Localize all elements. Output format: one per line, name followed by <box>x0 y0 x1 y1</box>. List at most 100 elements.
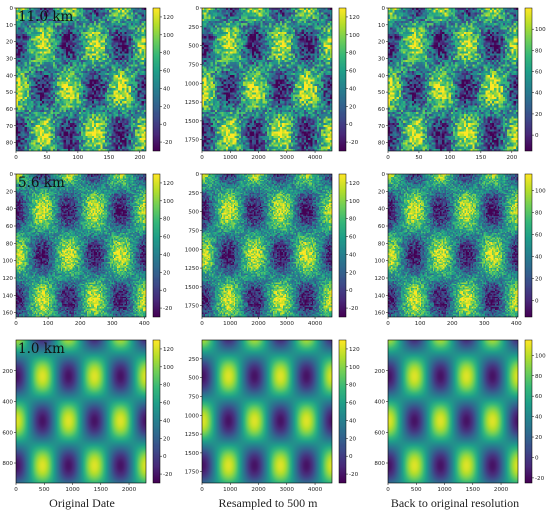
x-tick-label: 100 <box>73 155 84 161</box>
x-tick-label: 3000 <box>280 155 295 161</box>
x-tick-label: 1500 <box>466 487 481 493</box>
colorbar-tick-label: 20 <box>349 436 357 442</box>
axes-frame <box>201 7 333 152</box>
colorbar-tick-label: 40 <box>349 252 357 258</box>
x-tick-label: 1000 <box>223 155 238 161</box>
y-tick-label: 40 <box>378 73 386 79</box>
colorbar <box>525 8 532 151</box>
colorbar-tick-label: -20 <box>349 472 359 478</box>
y-tick-label: 800 <box>2 461 13 467</box>
x-tick-label: 200 <box>506 155 517 161</box>
panel-3-2: 0 1000 2000 3000 400025050075010001250150017… <box>185 339 360 493</box>
x-tick-label: 50 <box>43 155 51 161</box>
column-title-original: Original Date <box>49 496 115 510</box>
heatmap-image <box>202 340 332 483</box>
y-tick-label: 250 <box>188 191 199 197</box>
y-tick-label: 140 <box>374 293 385 299</box>
colorbar-tick-label: -20 <box>349 140 359 146</box>
x-tick-label: 200 <box>75 321 86 327</box>
y-tick-label: 400 <box>374 400 385 406</box>
y-tick-label: 1000 <box>185 247 200 253</box>
axes-frame <box>15 339 147 484</box>
y-tick-label: 50 <box>378 90 386 96</box>
y-tick-label: 70 <box>6 124 14 130</box>
colorbar-frame <box>524 7 533 152</box>
y-tick-label: 0 <box>9 172 13 178</box>
colorbar <box>153 174 160 317</box>
colorbar-tick-label: 0 <box>163 122 167 128</box>
y-tick-label: 0 <box>195 172 199 178</box>
y-tick-label: 800 <box>374 461 385 467</box>
x-tick-label: 3000 <box>280 321 295 327</box>
colorbar-tick-label: 60 <box>349 69 357 75</box>
axes-frame <box>201 173 333 318</box>
colorbar-tick-label: 40 <box>535 415 543 421</box>
colorbar-tick-label: 100 <box>163 199 174 205</box>
row-label: 1.0 km <box>18 341 65 357</box>
y-tick-label: 500 <box>188 44 199 50</box>
colorbar-tick-label: 40 <box>163 252 171 258</box>
x-tick-label: 150 <box>476 155 487 161</box>
panel-1-1: 0 50 100 150 2000102030405060708012010080604… <box>6 6 174 161</box>
y-tick-label: 0 <box>381 172 385 178</box>
x-tick-label: 4000 <box>308 487 323 493</box>
colorbar-tick-label: -20 <box>163 140 173 146</box>
column-title-back: Back to original resolution <box>390 496 520 510</box>
heatmap-image <box>16 340 146 483</box>
x-tick-label: 100 <box>415 321 426 327</box>
colorbar-tick-label: 60 <box>535 233 543 239</box>
colorbar-frame <box>338 173 347 318</box>
x-tick-label: 400 <box>139 321 150 327</box>
colorbar-tick-label: 60 <box>535 70 543 76</box>
y-tick-label: 600 <box>2 430 13 436</box>
y-tick-label: 750 <box>188 228 199 234</box>
axes-frame <box>387 173 519 318</box>
x-tick-label: 1500 <box>94 487 109 493</box>
colorbar-tick-label: 40 <box>163 418 171 424</box>
colorbar <box>525 340 532 483</box>
colorbar-tick-label: 100 <box>349 365 360 371</box>
y-tick-label: 70 <box>378 124 386 130</box>
colorbar-tick-label: 80 <box>535 374 543 380</box>
x-tick-label: 1000 <box>437 487 452 493</box>
x-tick-label: 300 <box>479 321 490 327</box>
colorbar-tick-label: 80 <box>163 51 171 57</box>
colorbar-tick-label: 20 <box>535 277 543 283</box>
colorbar-tick-label: 0 <box>349 122 353 128</box>
y-tick-label: 1250 <box>185 432 200 438</box>
colorbar-frame <box>152 339 161 484</box>
y-tick-label: 1000 <box>185 81 200 87</box>
panel-3-3: 0 500 1000 1500 2000200400600800100806040200… <box>374 339 546 493</box>
x-tick-label: 200 <box>447 321 458 327</box>
colorbar <box>339 340 346 483</box>
colorbar-tick-label: 100 <box>349 33 360 39</box>
y-tick-label: 1750 <box>185 470 200 476</box>
colorbar-frame <box>338 339 347 484</box>
colorbar-tick-label: 80 <box>535 48 543 54</box>
heatmap-image <box>388 174 518 317</box>
colorbar-tick-label: 0 <box>163 454 167 460</box>
colorbar-tick-label: 120 <box>163 181 174 187</box>
colorbar-tick-label: -20 <box>163 306 173 312</box>
colorbar-tick-label: 60 <box>163 69 171 75</box>
colorbar-frame <box>152 173 161 318</box>
x-tick-label: 0 <box>200 155 204 161</box>
colorbar-tick-label: 40 <box>349 418 357 424</box>
y-tick-label: 30 <box>6 56 14 62</box>
y-tick-label: 1500 <box>185 451 200 457</box>
y-tick-label: 160 <box>374 311 385 317</box>
axes-frame <box>387 339 519 484</box>
y-tick-label: 400 <box>2 400 13 406</box>
colorbar-tick-label: 60 <box>535 394 543 400</box>
x-tick-label: 300 <box>107 321 118 327</box>
x-tick-label: 3000 <box>280 487 295 493</box>
x-tick-label: 2000 <box>494 487 509 493</box>
y-tick-label: 160 <box>2 311 13 317</box>
panel-2-1: 0 100 200 300 400020406080100120140160120100… <box>2 172 174 327</box>
y-tick-label: 1500 <box>185 119 200 125</box>
y-tick-label: 60 <box>378 224 386 230</box>
x-tick-label: 1000 <box>223 487 238 493</box>
colorbar-tick-label: 100 <box>163 33 174 39</box>
heatmap-image <box>202 174 332 317</box>
x-tick-label: 1000 <box>223 321 238 327</box>
